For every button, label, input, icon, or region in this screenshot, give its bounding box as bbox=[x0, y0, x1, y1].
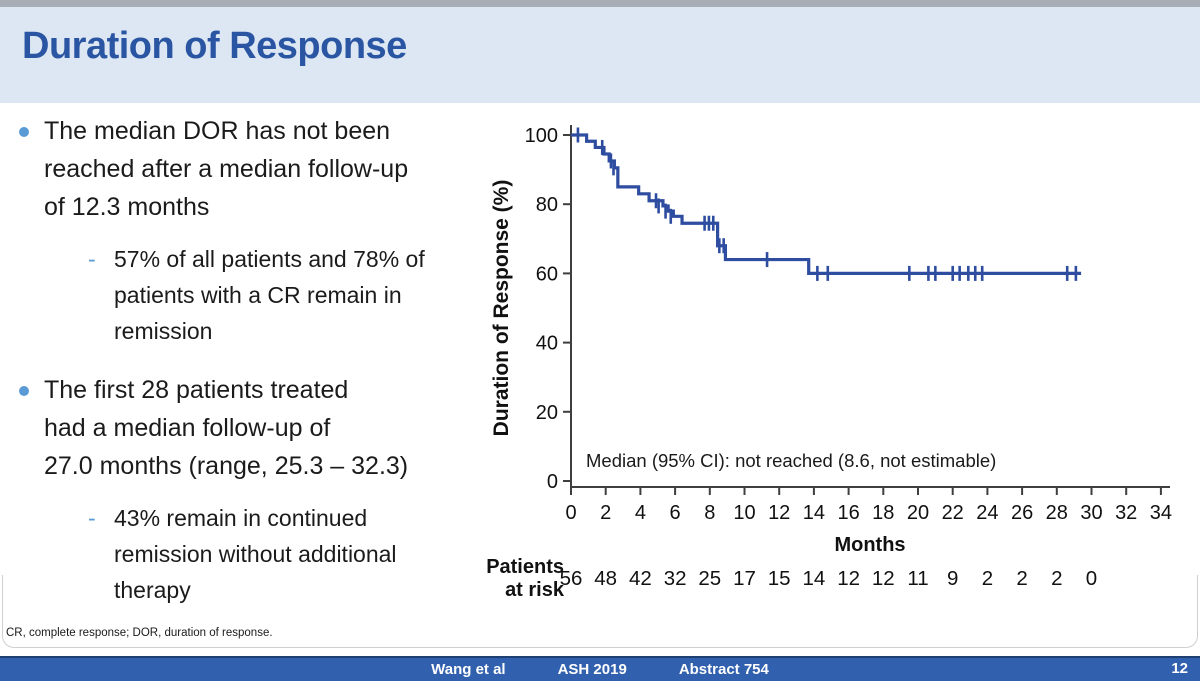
bullet-dot-icon bbox=[19, 386, 29, 396]
chart-container: 0 20 40 60 80 100 0 2 4 6 8 10 12 14 16 18 20 22 24 26 28 30 3… bbox=[486, 110, 1196, 610]
svg-text:16: 16 bbox=[837, 502, 859, 524]
page-number: 12 bbox=[1171, 660, 1188, 677]
km-curve bbox=[571, 133, 1082, 275]
footer-authors: Wang et al bbox=[431, 661, 506, 678]
svg-text:0: 0 bbox=[565, 502, 576, 524]
axes bbox=[563, 125, 1170, 495]
svg-text:18: 18 bbox=[872, 502, 894, 524]
svg-text:12: 12 bbox=[872, 567, 895, 590]
svg-text:6: 6 bbox=[670, 502, 681, 524]
footer-abstract: Abstract 754 bbox=[678, 661, 769, 678]
sub-bullet-dash-icon: - bbox=[88, 505, 96, 531]
svg-text:80: 80 bbox=[536, 194, 558, 216]
svg-text:100: 100 bbox=[525, 125, 558, 147]
svg-text:20: 20 bbox=[907, 502, 929, 524]
svg-text:22: 22 bbox=[942, 502, 964, 524]
svg-text:30: 30 bbox=[1080, 502, 1102, 524]
svg-text:24: 24 bbox=[976, 502, 998, 524]
svg-text:26: 26 bbox=[1011, 502, 1033, 524]
bullet-text: The first 28 patients treated had a medi… bbox=[44, 376, 409, 480]
svg-text:2: 2 bbox=[982, 567, 993, 590]
svg-text:14: 14 bbox=[803, 502, 825, 524]
sub-bullet-dash-icon: - bbox=[88, 246, 96, 272]
sub-bullet-item: - 43% remain in continued remission with… bbox=[88, 500, 475, 608]
svg-text:20: 20 bbox=[536, 402, 558, 424]
svg-text:60: 60 bbox=[536, 263, 558, 285]
svg-text:25: 25 bbox=[698, 567, 721, 590]
svg-text:14: 14 bbox=[802, 567, 825, 590]
svg-text:32: 32 bbox=[1115, 502, 1137, 524]
svg-text:2: 2 bbox=[1051, 567, 1062, 590]
y-axis-label: Duration of Response (%) bbox=[490, 180, 513, 437]
svg-text:9: 9 bbox=[947, 567, 958, 590]
svg-text:at risk: at risk bbox=[505, 579, 565, 601]
svg-text:2: 2 bbox=[1016, 567, 1027, 590]
svg-text:32: 32 bbox=[664, 567, 687, 590]
svg-text:Patients: Patients bbox=[486, 556, 564, 578]
svg-text:12: 12 bbox=[768, 502, 790, 524]
censor-marks bbox=[576, 127, 1078, 281]
bullet-list: The median DOR has not been reached afte… bbox=[10, 112, 480, 630]
sub-bullet-text: 43% remain in continued remission withou… bbox=[114, 505, 397, 603]
svg-text:4: 4 bbox=[635, 502, 646, 524]
slide-header: Duration of Response bbox=[0, 7, 1200, 103]
svg-text:10: 10 bbox=[733, 502, 755, 524]
svg-text:2: 2 bbox=[600, 502, 611, 524]
bullet-text: The median DOR has not been reached afte… bbox=[44, 117, 409, 221]
bullet-dot-icon bbox=[19, 127, 29, 137]
abbreviation-footnote: CR, complete response; DOR, duration of … bbox=[6, 627, 273, 639]
sub-bullet-item: - 57% of all patients and 78% of patient… bbox=[88, 241, 475, 349]
page-title: Duration of Response bbox=[22, 25, 407, 67]
svg-text:40: 40 bbox=[536, 333, 558, 355]
svg-text:17: 17 bbox=[733, 567, 756, 590]
window-top-strip bbox=[0, 0, 1200, 7]
svg-text:8: 8 bbox=[704, 502, 715, 524]
svg-text:0: 0 bbox=[547, 471, 558, 493]
bullet-item: The first 28 patients treated had a medi… bbox=[10, 371, 449, 485]
svg-text:48: 48 bbox=[594, 567, 617, 590]
svg-text:56: 56 bbox=[560, 567, 583, 590]
svg-text:28: 28 bbox=[1046, 502, 1068, 524]
bullet-item: The median DOR has not been reached afte… bbox=[10, 112, 449, 226]
svg-text:15: 15 bbox=[768, 567, 791, 590]
svg-text:11: 11 bbox=[907, 567, 928, 590]
x-axis-label: Months bbox=[834, 534, 905, 556]
svg-text:34: 34 bbox=[1150, 502, 1172, 524]
svg-text:0: 0 bbox=[1086, 567, 1097, 590]
slide-footer: Wang et al ASH 2019 Abstract 754 bbox=[0, 656, 1200, 681]
svg-text:12: 12 bbox=[837, 567, 860, 590]
footer-conference: ASH 2019 bbox=[557, 661, 627, 678]
sub-bullet-text: 57% of all patients and 78% of patients … bbox=[114, 246, 425, 344]
svg-text:42: 42 bbox=[629, 567, 652, 590]
median-annotation: Median (95% CI): not reached (8.6, not e… bbox=[586, 450, 996, 471]
